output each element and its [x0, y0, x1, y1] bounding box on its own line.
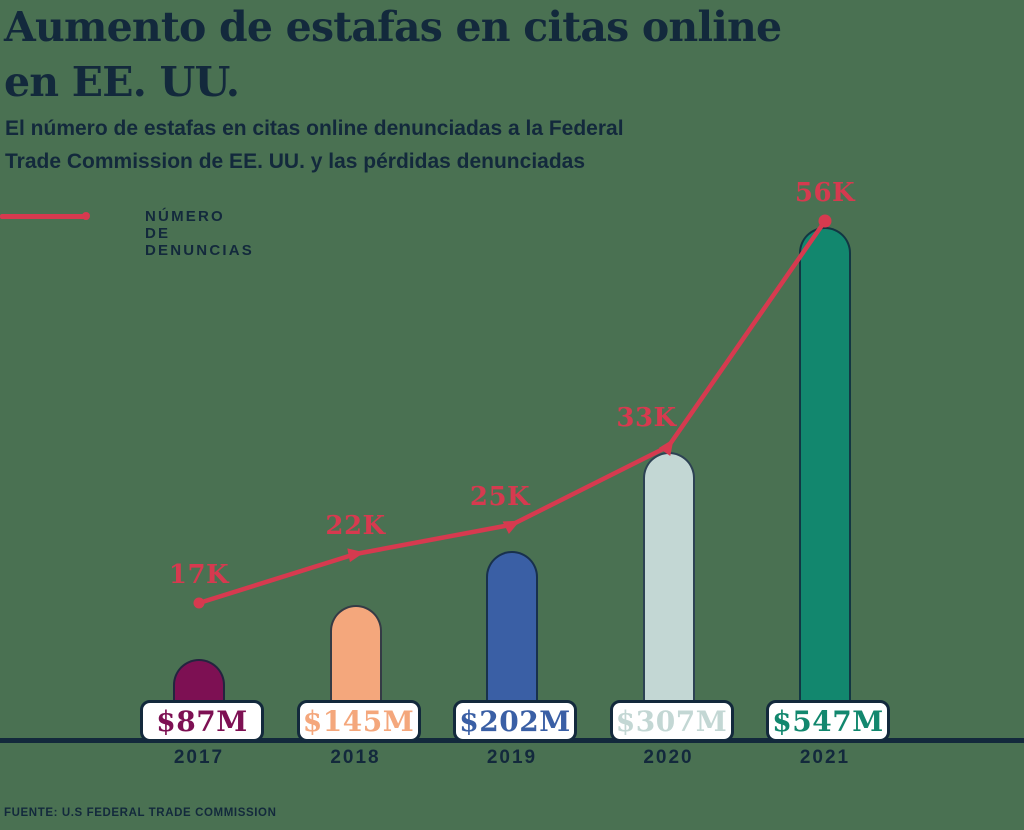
- loss-value-label-2017: $87M: [156, 704, 248, 738]
- loss-value-box-2020: $307M: [609, 700, 734, 742]
- source-note: FUENTE: U.S FEDERAL TRADE COMMISSION: [4, 807, 277, 819]
- chart-subtitle: El número de estafas en citas online den…: [5, 117, 624, 173]
- year-label-2019: 2019: [486, 747, 538, 768]
- year-label-2018: 2018: [330, 747, 381, 768]
- loss-value-box-2019: $202M: [453, 700, 577, 742]
- year-label-2017: 2017: [173, 747, 225, 768]
- complaints-label-2017: 17K: [168, 559, 230, 590]
- loss-value-box-2017: $87M: [140, 700, 264, 742]
- year-label-2020: 2020: [643, 747, 694, 768]
- complaints-label-2020: 33K: [616, 403, 677, 434]
- bar-2020: [642, 452, 695, 741]
- complaints-label-2019: 25K: [469, 481, 531, 512]
- legend-line-swatch: [0, 214, 88, 219]
- legend-label: NÚMERO DE DENUNCIAS: [145, 208, 254, 259]
- year-label-2021: 2021: [799, 747, 851, 768]
- loss-value-label-2021: $547M: [772, 704, 884, 738]
- loss-value-box-2021: $547M: [766, 700, 890, 742]
- data-point-dot-2017: [193, 597, 205, 609]
- data-point-dot-2021: [818, 214, 832, 228]
- chart-title: Aumento de estafas en citas online en EE…: [4, 3, 782, 106]
- complaints-label-2021: 56K: [794, 177, 856, 208]
- complaints-line: [198, 219, 827, 606]
- loss-value-label-2019: $202M: [459, 704, 571, 738]
- complaints-label-2018: 22K: [325, 511, 386, 541]
- data-point-arrow-2018: [347, 548, 365, 563]
- data-point-arrow-2020: [658, 438, 674, 457]
- data-point-arrow-2019: [502, 520, 521, 535]
- loss-value-label-2020: $307M: [615, 704, 728, 738]
- loss-value-box-2018: $145M: [296, 700, 421, 742]
- bar-2021: [799, 226, 851, 741]
- loss-value-label-2018: $145M: [302, 704, 415, 738]
- legend-line-swatch-dot: [82, 212, 90, 220]
